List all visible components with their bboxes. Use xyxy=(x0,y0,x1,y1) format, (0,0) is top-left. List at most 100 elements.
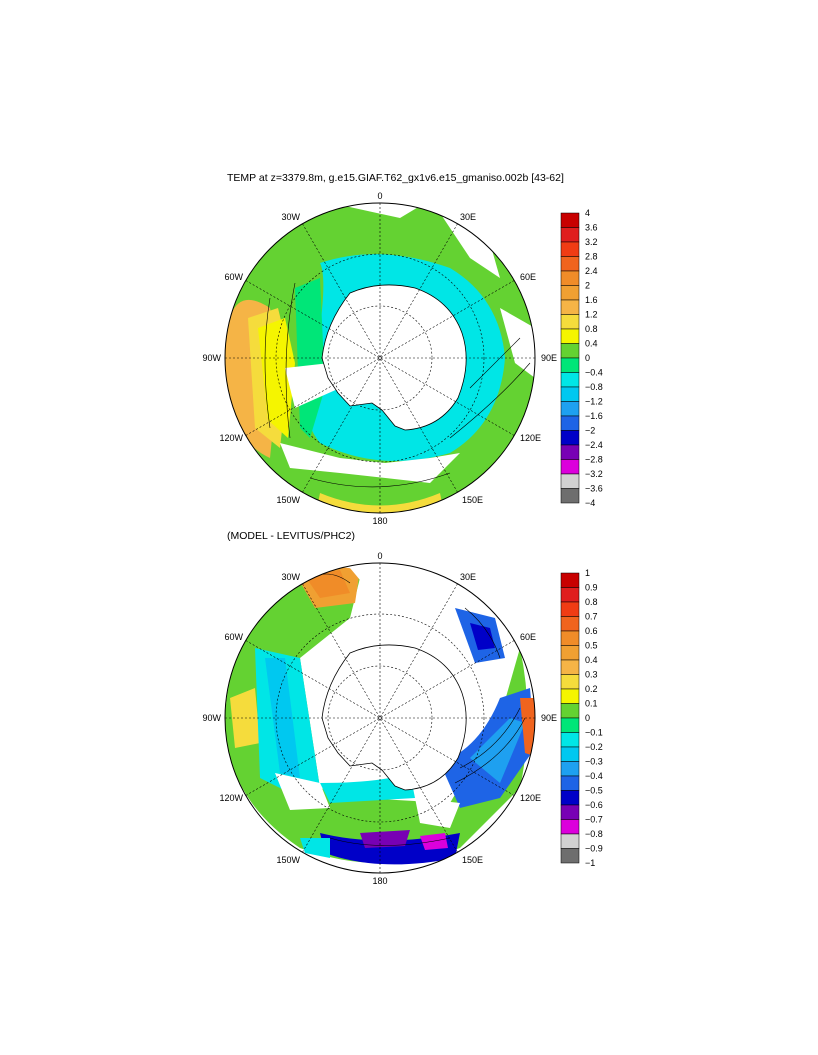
top-colorbar-swatch-10 xyxy=(560,357,580,373)
label-60w: 60W xyxy=(224,272,243,282)
bottom-colorbar-label-15: −0.5 xyxy=(585,786,603,796)
bottom-colorbar-label-16: −0.6 xyxy=(585,800,603,810)
top-colorbar-swatch-17 xyxy=(560,459,580,475)
top-colorbar-label-17: −2.8 xyxy=(585,455,603,465)
top-colorbar-label-1: 3.6 xyxy=(585,223,598,233)
bottom-colorbar-label-20: −1 xyxy=(585,858,595,868)
top-colorbar-label-16: −2.4 xyxy=(585,440,603,450)
bottom-colorbar-label-12: −0.2 xyxy=(585,742,603,752)
bottom-colorbar-label-0: 1 xyxy=(585,568,590,578)
label-180: 180 xyxy=(372,516,387,526)
bottom-colorbar-label-7: 0.3 xyxy=(585,670,598,680)
bottom-colorbar-label-17: −0.7 xyxy=(585,815,603,825)
top-colorbar-swatch-1 xyxy=(560,227,580,243)
top-map-fields xyxy=(225,203,535,513)
top-colorbar-label-6: 1.6 xyxy=(585,295,598,305)
label-30w: 30W xyxy=(281,212,300,222)
label-150e: 150E xyxy=(462,495,483,505)
top-colorbar-label-11: −0.4 xyxy=(585,368,603,378)
top-map-title: TEMP at z=3379.8m, g.e15.GIAF.T62_gx1v6.… xyxy=(227,172,564,184)
label-30e-b: 30E xyxy=(460,572,476,582)
bottom-map-title: (MODEL - LEVITUS/PHC2) xyxy=(227,530,355,542)
bottom-map-graticule xyxy=(225,563,535,873)
top-colorbar-label-5: 2 xyxy=(585,281,590,291)
label-0-b: 0 xyxy=(377,551,382,561)
top-colorbar-label-13: −1.2 xyxy=(585,397,603,407)
label-90e-b: 90E xyxy=(541,713,557,723)
top-colorbar-swatch-19 xyxy=(560,488,580,504)
top-colorbar-label-19: −3.6 xyxy=(585,484,603,494)
bottom-colorbar-swatch-4 xyxy=(560,630,580,646)
bottom-colorbar-label-10: 0 xyxy=(585,713,590,723)
bottom-colorbar-swatch-5 xyxy=(560,645,580,661)
top-colorbar-swatch-3 xyxy=(560,256,580,272)
bottom-colorbar-swatch-6 xyxy=(560,659,580,675)
top-colorbar-label-18: −3.2 xyxy=(585,469,603,479)
bottom-colorbar-label-6: 0.4 xyxy=(585,655,598,665)
top-colorbar-swatch-18 xyxy=(560,473,580,489)
top-colorbar-label-12: −0.8 xyxy=(585,382,603,392)
top-colorbar-swatch-7 xyxy=(560,314,580,330)
top-colorbar-swatch-13 xyxy=(560,401,580,417)
bottom-colorbar-swatch-0 xyxy=(560,572,580,588)
bottom-colorbar-label-13: −0.3 xyxy=(585,757,603,767)
top-colorbar-label-4: 2.4 xyxy=(585,266,598,276)
label-90w-b: 90W xyxy=(202,713,221,723)
label-120e: 120E xyxy=(520,433,541,443)
label-60e: 60E xyxy=(520,272,536,282)
top-colorbar-swatch-12 xyxy=(560,386,580,402)
bottom-colorbar-swatch-17 xyxy=(560,819,580,835)
top-colorbar-swatch-9 xyxy=(560,343,580,359)
bottom-map-panel: 0 180 90W 90E 30W 30E 60W 60E 120W 120E … xyxy=(200,548,620,888)
top-colorbar-label-7: 1.2 xyxy=(585,310,598,320)
top-map-panel: 0 180 90W 90E 30W 30E 60W 60E 120W 120E … xyxy=(200,188,620,528)
bottom-map-svg: 0 180 90W 90E 30W 30E 60W 60E 120W 120E … xyxy=(202,551,603,886)
bottom-colorbar-swatch-16 xyxy=(560,804,580,820)
top-colorbar-label-15: −2 xyxy=(585,426,595,436)
label-60e-b: 60E xyxy=(520,632,536,642)
label-90e: 90E xyxy=(541,353,557,363)
top-colorbar-label-10: 0 xyxy=(585,353,590,363)
top-colorbar-label-0: 4 xyxy=(585,208,590,218)
top-colorbar-swatch-0 xyxy=(560,212,580,228)
top-map-graticule xyxy=(225,203,535,513)
bottom-colorbar: 1 0.9 0.8 0.7 0.6 0.5 0.4 0.3 0.2 0.1 0 −0.1 −0.2 −0.… xyxy=(560,568,603,868)
bottom-colorbar-label-3: 0.7 xyxy=(585,612,598,622)
bottom-colorbar-swatch-11 xyxy=(560,732,580,748)
top-colorbar-swatch-16 xyxy=(560,444,580,460)
top-colorbar-label-9: 0.4 xyxy=(585,339,598,349)
bottom-colorbar-swatch-12 xyxy=(560,746,580,762)
label-90w: 90W xyxy=(202,353,221,363)
bottom-colorbar-label-4: 0.6 xyxy=(585,626,598,636)
bottom-colorbar-swatch-14 xyxy=(560,775,580,791)
bottom-colorbar-label-19: −0.9 xyxy=(585,844,603,854)
label-150e-b: 150E xyxy=(462,855,483,865)
bottom-colorbar-swatch-15 xyxy=(560,790,580,806)
top-colorbar-label-2: 3.2 xyxy=(585,237,598,247)
top-colorbar-swatch-4 xyxy=(560,270,580,286)
top-colorbar-swatch-6 xyxy=(560,299,580,315)
bottom-colorbar-swatch-3 xyxy=(560,616,580,632)
bottom-colorbar-swatch-7 xyxy=(560,674,580,690)
top-colorbar-label-20: −4 xyxy=(585,498,595,508)
top-colorbar-swatch-15 xyxy=(560,430,580,446)
label-120w-b: 120W xyxy=(219,793,243,803)
top-colorbar-label-14: −1.6 xyxy=(585,411,603,421)
bottom-colorbar-swatch-2 xyxy=(560,601,580,617)
top-colorbar-swatch-2 xyxy=(560,241,580,257)
bottom-colorbar-swatch-9 xyxy=(560,703,580,719)
top-colorbar-swatch-8 xyxy=(560,328,580,344)
top-colorbar-label-8: 0.8 xyxy=(585,324,598,334)
bottom-colorbar-label-11: −0.1 xyxy=(585,728,603,738)
label-30e: 30E xyxy=(460,212,476,222)
label-60w-b: 60W xyxy=(224,632,243,642)
top-map-svg: 0 180 90W 90E 30W 30E 60W 60E 120W 120E … xyxy=(202,191,603,526)
top-colorbar-swatch-5 xyxy=(560,285,580,301)
bottom-colorbar-label-1: 0.9 xyxy=(585,583,598,593)
top-map-border xyxy=(224,202,536,514)
bottom-colorbar-label-14: −0.4 xyxy=(585,771,603,781)
bottom-map-border xyxy=(224,562,536,874)
label-180-b: 180 xyxy=(372,876,387,886)
label-120w: 120W xyxy=(219,433,243,443)
bottom-colorbar-label-18: −0.8 xyxy=(585,829,603,839)
